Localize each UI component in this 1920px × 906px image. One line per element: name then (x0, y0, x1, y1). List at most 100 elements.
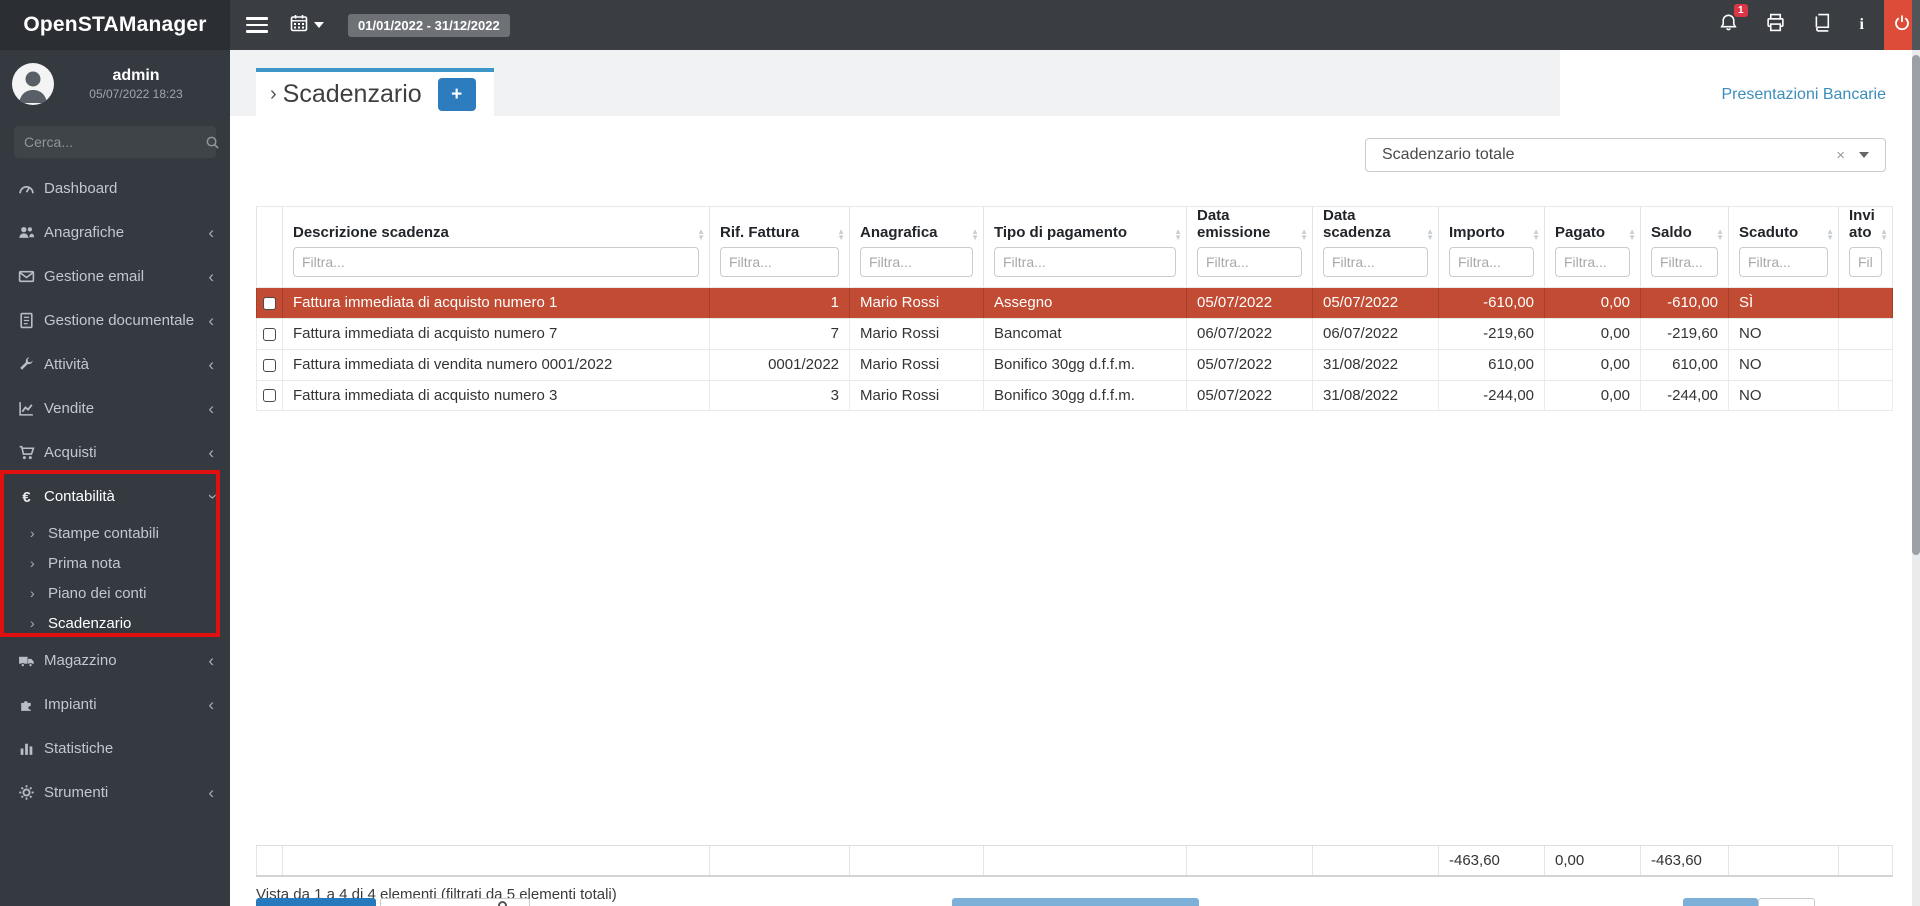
column-header-inviato[interactable]: Inviato ▲ ▼ (1839, 207, 1893, 287)
date-range-badge[interactable]: 01/01/2022 - 31/12/2022 (348, 13, 510, 37)
cell-inviato (1839, 381, 1893, 410)
docs-button[interactable] (1813, 13, 1832, 37)
sidebar-subitem-prima-nota[interactable]: › Prima nota (0, 548, 230, 578)
column-header-rif[interactable]: Rif. Fattura ▲ ▼ (710, 207, 850, 287)
chevron-down-icon (1859, 152, 1869, 158)
print-button[interactable] (1766, 13, 1785, 37)
column-header-scaduto[interactable]: Scaduto ▲ ▼ (1729, 207, 1839, 287)
cell-anagrafica: Mario Rossi (850, 381, 984, 410)
row-checkbox[interactable] (263, 327, 276, 341)
row-checkbox[interactable] (263, 389, 276, 402)
cell-descrizione: Fattura immediata di acquisto numero 7 (283, 319, 710, 349)
row-checkbox[interactable] (263, 296, 276, 310)
cell-tipo: Bonifico 30gg d.f.f.m. (984, 381, 1187, 410)
sidebar-item-vendite[interactable]: Vendite ‹ (0, 386, 230, 430)
sidebar-item-gestione-email[interactable]: Gestione email ‹ (0, 254, 230, 298)
cell-rif: 7 (710, 319, 850, 349)
column-label: Saldo (1651, 224, 1692, 241)
sidebar-item-strumenti[interactable]: Strumenti ‹ (0, 770, 230, 814)
sort-arrows-icon: ▲ ▼ (1532, 227, 1540, 242)
filter-input-saldo[interactable] (1651, 247, 1718, 277)
tab-scadenzario[interactable]: › Scadenzario + (256, 68, 494, 116)
filter-input-importo[interactable] (1449, 247, 1534, 277)
bell-icon (1719, 13, 1738, 37)
clear-selection-icon[interactable]: × (1836, 146, 1845, 164)
cell-tipo: Bonifico 30gg d.f.f.m. (984, 350, 1187, 380)
cell-emissione: 05/07/2022 (1187, 350, 1313, 380)
sidebar-item-impianti[interactable]: Impianti ‹ (0, 682, 230, 726)
column-header-scadenza[interactable]: Data scadenza ▲ ▼ (1313, 207, 1439, 287)
add-record-button[interactable]: + (437, 77, 476, 111)
cell-scaduto: NO (1729, 319, 1839, 349)
filter-input-emissione[interactable] (1197, 247, 1302, 277)
column-header-descrizione[interactable]: Descrizione scadenza ▲ ▼ (283, 207, 710, 287)
sidebar-subitem-piano-dei-conti[interactable]: › Piano dei conti (0, 578, 230, 608)
sidebar-item-magazzino[interactable]: Magazzino ‹ (0, 638, 230, 682)
sidebar-search (14, 126, 219, 158)
pagination-prev-button[interactable] (1683, 898, 1758, 906)
sidebar-subitem-scadenzario[interactable]: › Scadenzario (0, 608, 230, 638)
column-header-tipo[interactable]: Tipo di pagamento ▲ ▼ (984, 207, 1187, 287)
notification-count-badge: 1 (1733, 4, 1748, 17)
sidebar-item-acquisti[interactable]: Acquisti ‹ (0, 430, 230, 474)
filter-input-descrizione[interactable] (293, 247, 699, 277)
row-checkbox-cell (256, 350, 283, 380)
sidebar-item-statistiche[interactable]: Statistiche (0, 726, 230, 770)
sidebar-subitem-stampe-contabili[interactable]: › Stampe contabili (0, 518, 230, 548)
page-length-select[interactable] (380, 898, 530, 906)
scrollbar-thumb[interactable] (1912, 55, 1920, 555)
sidebar-item-attivit-[interactable]: Attività ‹ (0, 342, 230, 386)
filter-input-tipo[interactable] (994, 247, 1176, 277)
column-header-saldo[interactable]: Saldo ▲ ▼ (1641, 207, 1729, 287)
pagination-page-button[interactable] (1758, 898, 1815, 906)
column-header-anagrafica[interactable]: Anagrafica ▲ ▼ (850, 207, 984, 287)
notifications-button[interactable]: 1 (1719, 4, 1748, 37)
export-button[interactable] (256, 898, 376, 906)
scadenzario-filter-select[interactable]: Scadenzario totale × (1365, 138, 1886, 172)
total-cell-pagato: 0,00 (1545, 846, 1641, 875)
sidebar-item-label: Gestione email (44, 267, 145, 285)
column-label: Inviato (1849, 207, 1875, 241)
cell-scadenza: 31/08/2022 (1313, 350, 1439, 380)
filter-input-scadenza[interactable] (1323, 247, 1428, 277)
user-panel[interactable]: admin 05/07/2022 18:23 (0, 50, 230, 118)
sidebar-subitem-label: Prima nota (48, 554, 121, 572)
row-checkbox[interactable] (263, 358, 276, 372)
sidebar-item-dashboard[interactable]: Dashboard (0, 166, 230, 210)
sort-arrows-icon: ▲ ▼ (971, 227, 979, 242)
breadcrumb-chevron: › (270, 82, 277, 105)
calendar-picker[interactable] (290, 14, 324, 37)
filter-input-rif[interactable] (720, 247, 839, 277)
filter-input-inviato[interactable] (1849, 247, 1882, 277)
sidebar-item-anagrafiche[interactable]: Anagrafiche ‹ (0, 210, 230, 254)
svg-text:€: € (22, 489, 30, 504)
main-content: › Scadenzario + Presentazioni Bancarie S… (230, 50, 1912, 906)
cell-importo: 610,00 (1439, 350, 1545, 380)
cell-descrizione: Fattura immediata di acquisto numero 3 (283, 381, 710, 410)
cell-pagato: 0,00 (1545, 350, 1641, 380)
info-button[interactable]: i (1860, 16, 1864, 34)
sidebar-item-gestione-documentale[interactable]: Gestione documentale ‹ (0, 298, 230, 342)
filter-input-anagrafica[interactable] (860, 247, 973, 277)
bulk-actions-button[interactable] (952, 898, 1199, 906)
total-cell-scaduto (1729, 846, 1839, 875)
chevron-left-icon: ‹ (208, 398, 214, 418)
column-header-importo[interactable]: Importo ▲ ▼ (1439, 207, 1545, 287)
sidebar-item-contabilit-[interactable]: € Contabilità ‹ (0, 474, 230, 518)
bar-chart-icon (18, 740, 44, 757)
filter-input-pagato[interactable] (1555, 247, 1630, 277)
sidebar-subitem-label: Scadenzario (48, 614, 132, 632)
info-icon: i (1859, 16, 1864, 33)
filter-input-scaduto[interactable] (1739, 247, 1828, 277)
menu-icon[interactable] (246, 13, 268, 37)
column-header-pagato[interactable]: Pagato ▲ ▼ (1545, 207, 1641, 287)
search-input[interactable] (24, 134, 205, 150)
column-header-emissione[interactable]: Data emissione ▲ ▼ (1187, 207, 1313, 287)
presentazioni-bancarie-link[interactable]: Presentazioni Bancarie (1721, 86, 1886, 103)
chevron-right-icon: › (30, 555, 35, 571)
table-row[interactable]: Fattura immediata di vendita numero 0001… (256, 349, 1893, 380)
